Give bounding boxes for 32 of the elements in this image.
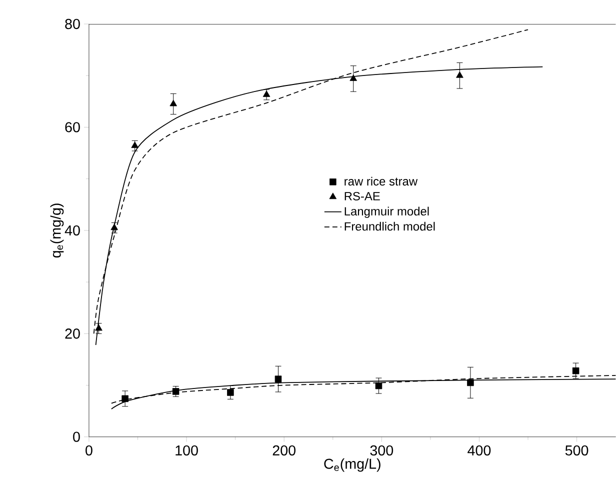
x-axis-title: C$_{e}$(mg/L) xyxy=(324,458,380,472)
y-axis-title: q$_{e}$(mg/g) xyxy=(50,204,64,258)
x-tick-label: 400 xyxy=(468,445,491,456)
point xyxy=(274,376,282,383)
point xyxy=(95,324,102,331)
point xyxy=(456,72,464,78)
point xyxy=(467,379,474,386)
line-series xyxy=(110,378,616,410)
legend-label: RS-AE xyxy=(344,192,380,200)
point xyxy=(350,74,358,81)
y-tick-label: 0 xyxy=(73,432,80,442)
point xyxy=(227,389,234,396)
point xyxy=(375,382,382,390)
point xyxy=(170,100,178,106)
x-tick-label: 0 xyxy=(86,445,92,456)
y-tick-label: 20 xyxy=(65,328,80,339)
legend-label: raw rice straw xyxy=(344,176,418,186)
y-tick-label: 60 xyxy=(65,122,80,132)
point xyxy=(110,224,118,230)
y-tick-label: 40 xyxy=(64,225,80,236)
point xyxy=(172,388,180,395)
point xyxy=(572,367,580,374)
x-tick-label: 200 xyxy=(272,445,296,456)
point xyxy=(122,395,128,402)
legend-label: Freundlich model xyxy=(344,222,435,231)
x-tick-label: 100 xyxy=(176,445,198,456)
legend-label: Langmuir model xyxy=(344,206,429,218)
x-tick-label: 500 xyxy=(565,445,588,456)
x-tick-label: 300 xyxy=(370,445,394,456)
y-tick-label: 80 xyxy=(65,19,80,30)
point xyxy=(262,90,270,97)
point xyxy=(131,142,138,148)
